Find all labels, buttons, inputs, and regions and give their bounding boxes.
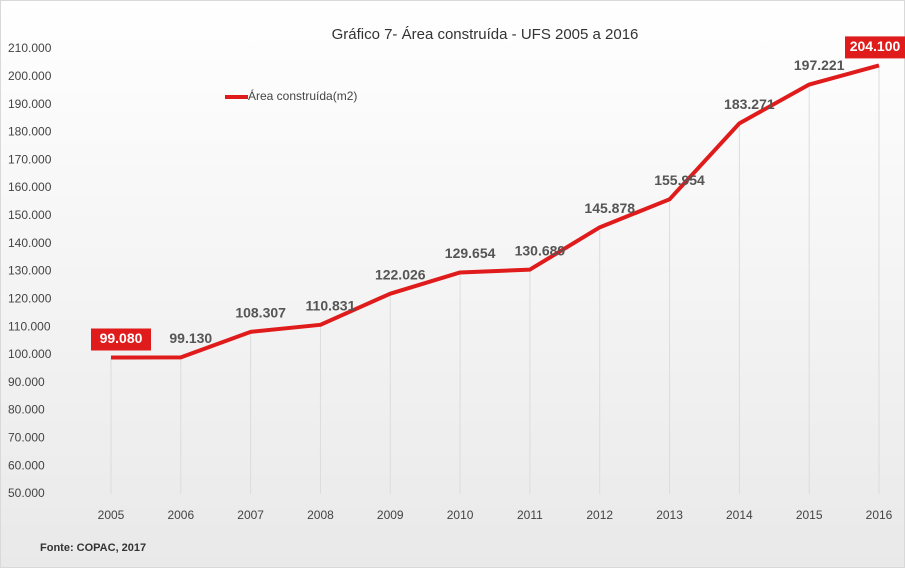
- y-tick-label: 160.000: [8, 180, 52, 194]
- value-label: 197.221: [794, 57, 845, 73]
- value-label: 183.271: [724, 96, 775, 112]
- value-label: 129.654: [445, 245, 496, 261]
- chart-title: Gráfico 7- Área construída - UFS 2005 a …: [332, 26, 639, 43]
- y-tick-label: 140.000: [8, 236, 52, 250]
- y-tick-label: 200.000: [8, 69, 52, 83]
- y-tick-label: 60.000: [8, 458, 45, 472]
- value-label: 155.954: [654, 172, 705, 188]
- x-tick-label: 2006: [167, 508, 194, 522]
- y-tick-label: 70.000: [8, 431, 45, 445]
- y-tick-label: 120.000: [8, 291, 52, 305]
- series-line: [110, 63, 880, 360]
- x-tick-label: 2016: [866, 508, 893, 522]
- x-tick-label: 2007: [237, 508, 264, 522]
- value-label: 130.689: [515, 242, 566, 258]
- y-tick-label: 110.000: [8, 319, 51, 333]
- value-label: 99.080: [100, 330, 143, 346]
- value-label: 108.307: [235, 305, 286, 321]
- value-label: 145.878: [584, 200, 635, 216]
- x-tick-label: 2005: [98, 508, 125, 522]
- y-tick-label: 190.000: [8, 97, 52, 111]
- y-tick-label: 90.000: [8, 375, 45, 389]
- x-tick-label: 2014: [726, 508, 753, 522]
- value-label-box: [845, 36, 905, 59]
- x-tick-label: 2013: [656, 508, 683, 522]
- y-tick-label: 100.000: [8, 347, 52, 361]
- value-label: 122.026: [375, 266, 426, 282]
- x-tick-label: 2012: [586, 508, 613, 522]
- source-note: Fonte: COPAC, 2017: [40, 542, 146, 554]
- x-tick-label: 2010: [447, 508, 474, 522]
- y-tick-label: 180.000: [8, 125, 52, 139]
- x-tick-label: 2008: [307, 508, 334, 522]
- y-tick-label: 130.000: [8, 264, 52, 278]
- value-label: 99.130: [169, 330, 212, 346]
- y-tick-label: 50.000: [8, 486, 45, 500]
- y-tick-label: 170.000: [8, 152, 52, 166]
- value-label: 204.100: [850, 38, 901, 54]
- x-tick-label: 2011: [517, 508, 543, 522]
- value-label-box: [91, 328, 151, 351]
- y-tick-label: 80.000: [8, 403, 45, 417]
- y-tick-label: 210.000: [8, 41, 52, 55]
- y-tick-label: 150.000: [8, 208, 52, 222]
- x-tick-label: 2009: [377, 508, 404, 522]
- value-label: 110.831: [306, 298, 356, 314]
- legend-label: Área construída(m2): [248, 88, 357, 103]
- x-tick-label: 2015: [796, 508, 823, 522]
